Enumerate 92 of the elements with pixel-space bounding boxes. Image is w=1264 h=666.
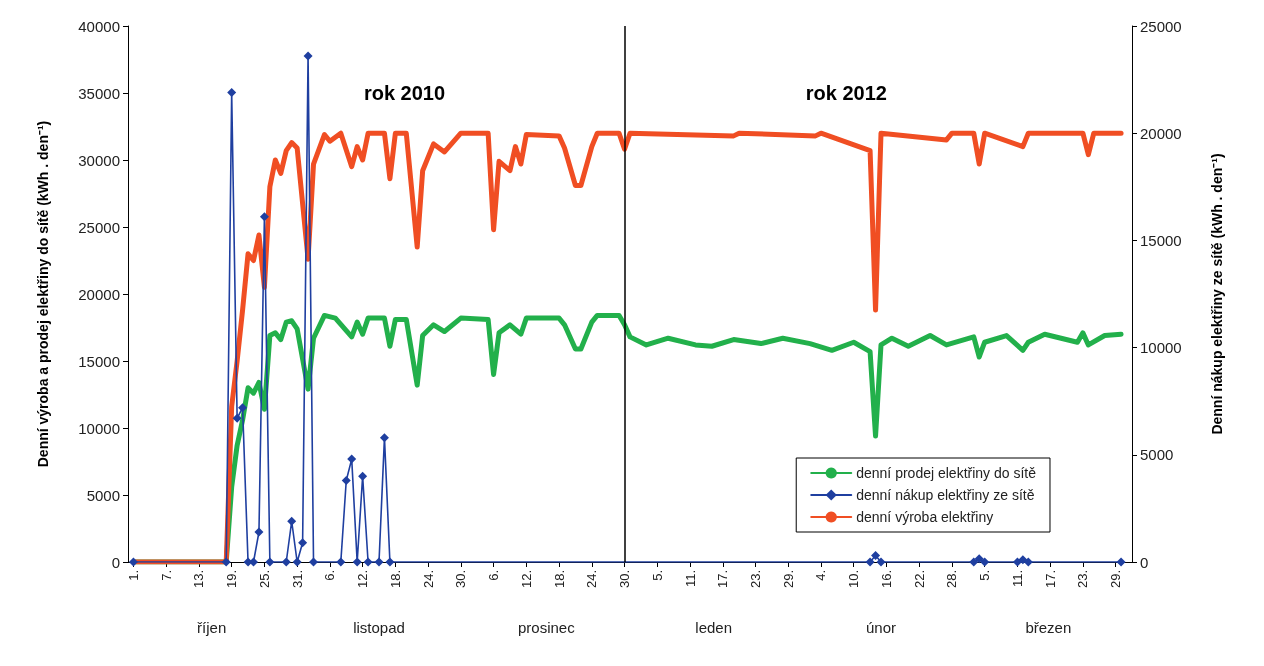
point [265, 557, 275, 567]
point [287, 516, 297, 526]
point [341, 476, 351, 486]
point [865, 557, 875, 567]
text: říjen [197, 619, 227, 636]
y2-tick-label: 20000 [1140, 124, 1182, 142]
point [254, 527, 264, 537]
point [974, 554, 984, 564]
x-tick-label: 23. [748, 570, 763, 589]
x-tick-label: 17. [1042, 570, 1058, 589]
x-tick-label: 12. [355, 570, 371, 589]
point [128, 557, 138, 567]
x-tick-label: 30. [453, 570, 469, 589]
x-tick-label: 28. [944, 570, 960, 589]
x-tick-label: 16. [878, 570, 894, 589]
point [281, 557, 291, 567]
y-tick-label: 15000 [78, 352, 120, 370]
y-tick-label: 0 [111, 553, 120, 571]
x-tick-label: 13. [191, 570, 207, 589]
x-tick-label: 31. [289, 570, 305, 589]
point [227, 87, 237, 97]
x-tick-label: 29. [780, 570, 796, 589]
point [980, 557, 990, 567]
y2-tick-label: 0 [1140, 553, 1149, 571]
text: prosinec [517, 619, 576, 636]
point [379, 433, 389, 443]
point [259, 212, 269, 222]
point [352, 557, 362, 567]
y-tick-label: 30000 [78, 151, 120, 169]
point [1116, 557, 1126, 567]
text: listopad [353, 619, 405, 636]
x-tick-label: 1. [125, 570, 141, 581]
x-tick-label: 6. [486, 570, 502, 581]
y2-tick-label: 25000 [1140, 17, 1182, 35]
point [1012, 557, 1022, 567]
y2-axis-title: Denní nákup elektřiny ze sítě (kWh . den⁻¹) [1209, 153, 1225, 435]
x-tick-label: 18. [551, 570, 567, 589]
x-tick-label: 19. [224, 570, 240, 589]
point [221, 557, 231, 567]
point [298, 538, 308, 548]
x-tick-label: 25. [256, 570, 272, 589]
text: leden [695, 619, 733, 636]
y-tick-label: 10000 [78, 419, 120, 437]
x-tick-label: 5. [977, 570, 993, 581]
x-tick-label: 30. [617, 570, 633, 589]
point [969, 557, 979, 567]
point [249, 557, 258, 567]
y2-tick-label: 15000 [1140, 231, 1182, 249]
point [303, 51, 313, 61]
x-tick-label: 5. [649, 570, 665, 581]
point [876, 557, 886, 567]
x-tick-label: 4. [813, 570, 829, 581]
y-tick-label: 35000 [78, 84, 120, 102]
y2-tick-label: 5000 [1140, 446, 1174, 464]
point [374, 557, 384, 567]
text: březen [1025, 619, 1072, 636]
point [358, 471, 368, 481]
point [336, 557, 346, 567]
x-tick-label: 11. [1009, 570, 1025, 588]
text: únor [865, 619, 897, 636]
point [871, 551, 881, 561]
x-tick-label: 24. [420, 570, 436, 589]
legend-label: denní výroba elektřiny [856, 509, 994, 525]
legend-label: denní nákup elektřiny ze sítě [856, 487, 1035, 503]
x-tick-label: 23. [1075, 570, 1091, 589]
y-axis-title: Denní výroba a prodej elektřiny do sítě (kWh . den⁻¹) [35, 120, 51, 468]
point [1023, 557, 1033, 567]
x-tick-label: 12. [518, 570, 534, 589]
x-tick-label: 11. [682, 570, 698, 588]
point [347, 454, 357, 464]
x-tick-label: 29. [1108, 570, 1124, 589]
point [363, 557, 373, 567]
point [309, 557, 319, 567]
x-tick-label: 17. [715, 570, 731, 589]
y-tick-label: 40000 [78, 17, 120, 35]
x-tick-label: 6. [322, 570, 338, 581]
y2-tick-label: 10000 [1140, 339, 1182, 357]
annotation: rok 2012 [805, 82, 887, 104]
legend-label: denní prodej elektřiny do sítě [856, 465, 1037, 481]
x-tick-label: 7. [158, 570, 174, 581]
x-tick-label: 10. [846, 570, 862, 589]
x-tick-label: 22. [911, 570, 927, 589]
x-tick-label: 18. [387, 570, 403, 589]
point [238, 403, 248, 413]
y-tick-label: 20000 [78, 285, 120, 303]
y-tick-label: 5000 [86, 486, 120, 504]
annotation: rok 2010 [363, 82, 446, 104]
y-tick-label: 25000 [78, 218, 120, 236]
point [385, 557, 395, 567]
x-tick-label: 24. [584, 570, 600, 589]
point [292, 557, 302, 567]
point [232, 413, 242, 423]
